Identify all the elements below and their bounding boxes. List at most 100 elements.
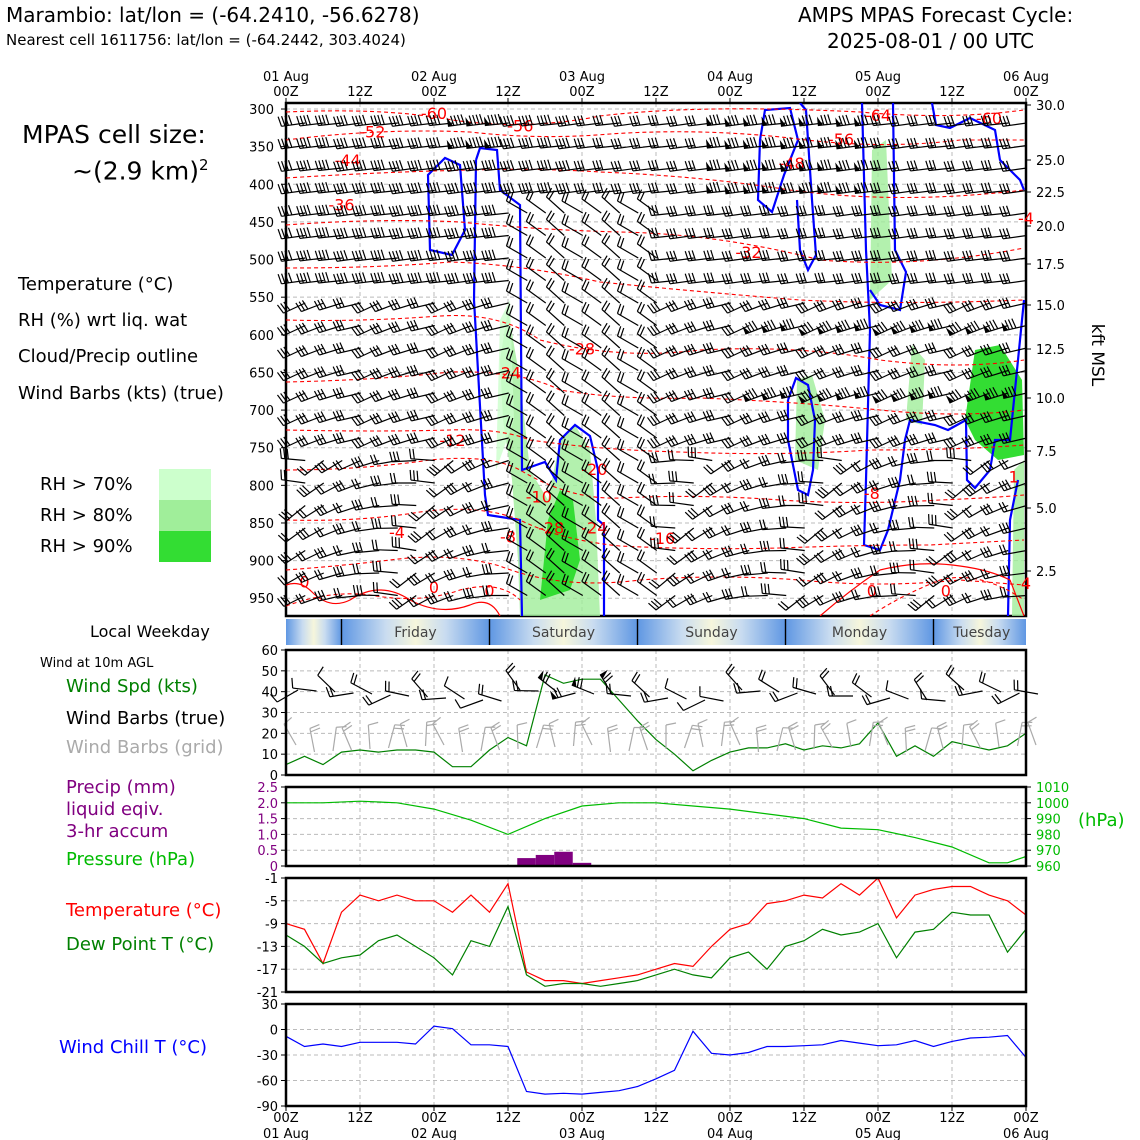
wind-barb: [733, 682, 761, 694]
wind-barb: [925, 204, 953, 217]
wind-barb: [851, 227, 879, 240]
wind-barb: [999, 183, 1027, 195]
y-tick-label: -60: [257, 1075, 278, 1090]
wind-barb: [505, 281, 528, 304]
wind-barb: [295, 593, 324, 605]
wind-barb: [525, 279, 547, 304]
wind-barb: [350, 456, 380, 469]
wind-barb: [351, 204, 380, 217]
wind-barb: [777, 473, 805, 485]
wind-barb: [647, 452, 676, 464]
temperature-label: -44: [335, 151, 361, 170]
y-tick-label: 60: [261, 644, 278, 659]
top-hour-label: 00Z: [421, 85, 447, 100]
wind-barb: [945, 389, 972, 404]
wind-barb: [525, 571, 547, 596]
wind-barb: [831, 298, 861, 311]
wind-barb: [648, 572, 676, 589]
wind-barb: [314, 271, 343, 284]
wind-barb: [888, 541, 916, 552]
y-tick-label-kft: 10.0: [1036, 392, 1065, 407]
y-tick-label-kft: 30.0: [1036, 99, 1065, 114]
wind-barb: [888, 519, 916, 531]
wind-barb: [769, 691, 798, 703]
y-tick-label: -5: [265, 895, 278, 910]
wind-barb: [758, 227, 787, 239]
wind-barb: [350, 672, 373, 695]
wind-barb: [908, 386, 935, 401]
wind-barb: [758, 249, 787, 262]
wind-barb: [739, 435, 768, 448]
wind-barb: [296, 204, 324, 217]
wind-barb: [616, 281, 639, 304]
wind-barb: [505, 191, 528, 214]
wind-barb: [384, 680, 410, 697]
wind-barb: [407, 249, 435, 262]
wind-barb: [980, 568, 1009, 580]
wind-barb: [795, 594, 824, 609]
wind-barb: [606, 724, 618, 753]
wind-barb: [525, 459, 547, 484]
wind-barb: [332, 364, 361, 377]
wind-barb: [853, 114, 879, 127]
wind-barb: [665, 594, 695, 609]
wind-barb: [925, 114, 953, 127]
wind-barb: [406, 342, 435, 354]
wind-barb: [831, 433, 861, 446]
wind-barb: [943, 183, 972, 195]
wind-barb: [636, 301, 658, 326]
wind-barb: [581, 571, 602, 596]
wind-barb: [407, 182, 435, 195]
wind-barb: [831, 343, 861, 356]
wind-barb: [536, 159, 565, 172]
wind-barb: [296, 482, 325, 498]
y-tick-label-hpa: 500: [249, 254, 274, 269]
wind-barb: [666, 138, 694, 150]
wind-barb: [832, 273, 861, 285]
wind-barb: [581, 189, 602, 214]
wind-barb: [332, 502, 361, 514]
y-tick-label-hpa: 350: [249, 141, 274, 156]
wind-barb: [979, 298, 1009, 311]
wind-barb: [647, 227, 676, 239]
wind-barb: [636, 481, 658, 506]
precip-bar: [535, 854, 555, 866]
wind-barb: [925, 249, 953, 262]
wind-barb: [317, 666, 336, 693]
wind-barb: [850, 524, 879, 537]
wind-barb: [887, 300, 916, 313]
wind-barb: [601, 390, 621, 416]
wind-barb: [890, 320, 916, 335]
wind-barb: [616, 213, 639, 237]
wind-barb: [561, 506, 584, 529]
wind-barb: [370, 226, 398, 239]
wind-barb: [505, 371, 528, 394]
wind-barb: [555, 160, 583, 172]
wind-barb: [757, 343, 787, 356]
wind-barb: [998, 297, 1027, 309]
wind-barb: [407, 272, 435, 285]
wind-barb: [980, 137, 1009, 149]
wind-barb: [999, 115, 1027, 127]
wind-barb: [905, 343, 935, 356]
wind-barb: [962, 137, 990, 150]
wind-barb: [332, 545, 361, 557]
wind-barb: [868, 457, 898, 470]
wind-barb: [814, 227, 842, 239]
wind-barb: [999, 565, 1027, 577]
top-hour-label: 12Z: [939, 85, 965, 100]
wind-barb: [601, 502, 621, 529]
wind-chill-line: [285, 1025, 1027, 1095]
wind-barb: [999, 138, 1027, 150]
wind-barb: [277, 115, 306, 127]
wind-barb: [443, 590, 472, 602]
wind-barb: [480, 409, 509, 422]
wind-barb: [332, 480, 361, 493]
wind-barb: [461, 524, 491, 536]
wind-barb: [908, 517, 935, 529]
wind-barb: [943, 527, 972, 542]
y-tick-label: 30: [261, 998, 278, 1013]
wind-barb: [581, 256, 602, 281]
wind-chill-panel: 30 0 -30 -60 -90: [257, 998, 1028, 1115]
wind-barb: [581, 301, 602, 326]
